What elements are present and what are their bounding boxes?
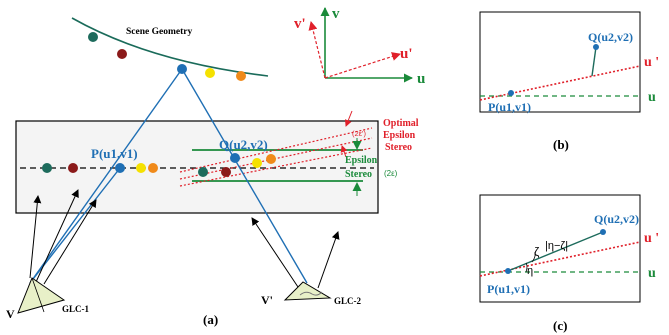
- glc1-ray-3: [43, 199, 97, 285]
- epsilon-label-1: Epsilon: [345, 155, 378, 166]
- ray-glc2-to-scene: [181, 68, 308, 284]
- glc2-label: GLC-2: [334, 296, 362, 306]
- glc1-ray-1: [29, 195, 42, 279]
- image-point-q: [230, 153, 240, 163]
- panel-b-p-label: P(u1,v1): [488, 100, 531, 114]
- axis-u-prime: [324, 52, 401, 79]
- scene-geometry-label: Scene Geometry: [126, 27, 192, 37]
- optimal-label-2: Epsilon: [383, 130, 416, 141]
- panel-b-u-label: u: [648, 90, 656, 105]
- point-q-label: Q(u2,v2): [219, 137, 268, 152]
- panel-b-point-q: [593, 44, 599, 50]
- image-point-p: [115, 163, 125, 173]
- optimal-epsilon-line-bottom: [179, 147, 373, 187]
- panel-b: Q(u2,v2) P(u1,v1) u ' u (b): [479, 11, 659, 152]
- panel-b-u-prime-label: u ': [644, 55, 659, 70]
- image-point2-teal: [198, 167, 208, 177]
- ray-glc1-to-scene: [29, 68, 183, 284]
- panel-b-point-p: [508, 90, 514, 96]
- panel-c-q-label: Q(u2,v2): [594, 212, 639, 226]
- glc2-camera-mark: [299, 291, 323, 296]
- optimal-arrow-up: [340, 145, 348, 158]
- image-point2-darkred: [221, 167, 231, 177]
- image-point-teal: [42, 163, 52, 173]
- panel-a: Scene Geometry: [6, 6, 425, 327]
- optimal-arrow-down: [344, 110, 353, 127]
- caption-b: (b): [553, 137, 569, 152]
- camera-v-prime-label: V': [261, 293, 273, 307]
- camera-v-label: V: [6, 307, 15, 321]
- axis-v-prime-label: v': [294, 16, 306, 32]
- panel-c: Q(u2,v2) P(u1,v1) ζ |η−ζ| η u ' u (c): [479, 194, 659, 333]
- panel-c-p-label: P(u1,v1): [487, 282, 530, 296]
- optimal-label-1: Optimal: [383, 118, 419, 129]
- axis-v-prime: [308, 21, 326, 79]
- panel-b-q-stem: [591, 46, 597, 77]
- panel-c-u-prime-label: u ': [644, 231, 659, 246]
- ray-glc1-to-p: [29, 167, 121, 284]
- optimal-label-3: Stereo: [385, 142, 412, 153]
- panel-c-zeta-arc: [531, 251, 536, 263]
- scene-point-teal: [88, 32, 98, 42]
- scene-point-darkred: [117, 49, 127, 59]
- scene-point-yellow: [205, 68, 215, 78]
- image-point-yellow: [136, 163, 146, 173]
- glc1-camera: [17, 277, 66, 314]
- two-eps-label: (2ε): [384, 169, 398, 178]
- optimal-epsilon-line-top: [179, 127, 373, 173]
- caption-c: (c): [553, 318, 567, 333]
- panel-c-point-q: [600, 229, 606, 235]
- panel-c-zeta-label: ζ: [534, 245, 540, 259]
- scene-point-orange: [236, 71, 246, 81]
- image-point-orange: [148, 163, 158, 173]
- panel-c-u-label: u: [648, 266, 656, 281]
- axis-u-prime-label: u': [400, 46, 413, 62]
- glc1-ray-2: [35, 189, 79, 283]
- panel-b-frame: [479, 11, 641, 113]
- glc1-label: GLC-1: [62, 304, 90, 314]
- axis-u-label: u: [417, 71, 425, 87]
- panel-c-pq-line: [507, 231, 604, 272]
- panel-c-eta-arc: [525, 262, 528, 273]
- panel-c-eta-minus-zeta-label: |η−ζ|: [545, 240, 568, 252]
- epsilon-label-2: Stereo: [345, 169, 372, 180]
- panel-c-point-p: [505, 268, 511, 274]
- panel-b-u-prime-line: [479, 65, 641, 101]
- optimal-epsilon-line-mid: [179, 137, 373, 180]
- panel-c-eta-label: η: [527, 265, 533, 277]
- image-point2-orange: [266, 154, 276, 164]
- glc2-ray-2: [317, 231, 340, 289]
- caption-a: (a): [203, 312, 218, 327]
- two-eps-prime-label: (2ε'): [352, 129, 366, 138]
- glc1-camera-edge: [31, 277, 45, 313]
- panel-b-q-label: Q(u2,v2): [588, 30, 633, 44]
- panel-c-frame: [479, 194, 641, 303]
- point-p-label: P(u1,v1): [91, 146, 138, 161]
- image-point2-yellow: [252, 158, 262, 168]
- glc2-ray-1: [251, 217, 301, 291]
- glc2-camera: [283, 281, 332, 301]
- axis-v-label: v: [332, 6, 340, 22]
- image-point-darkred: [68, 163, 78, 173]
- panel-c-u-prime-line: [479, 241, 641, 277]
